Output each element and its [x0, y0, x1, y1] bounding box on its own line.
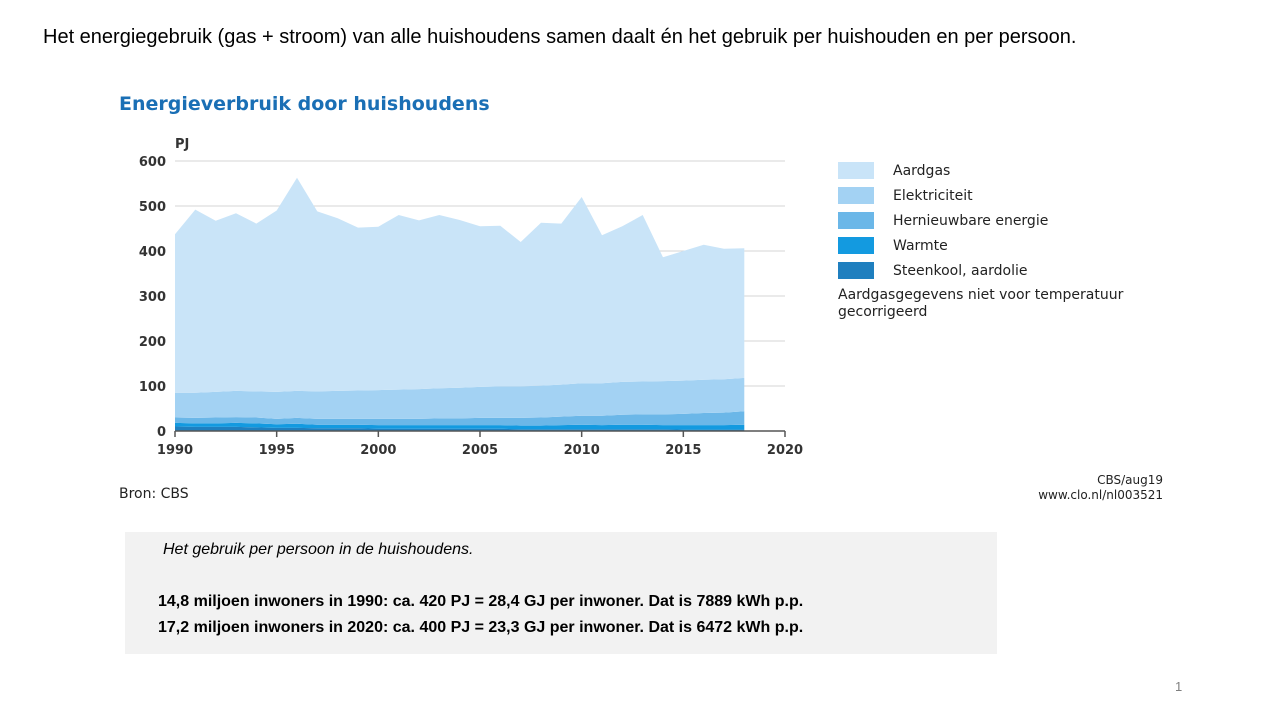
area-elektriciteit: [175, 377, 745, 419]
x-tick-label: 1995: [259, 443, 295, 458]
x-tick-label: 2015: [665, 443, 701, 458]
legend-label: Steenkool, aardolie: [893, 262, 1028, 279]
x-tick-label: 2000: [360, 443, 396, 458]
area-aardgas: [175, 177, 745, 393]
legend-swatch: [838, 237, 874, 254]
y-tick-label: 500: [139, 200, 166, 215]
legend-swatch: [838, 212, 874, 229]
chart-source: Bron: CBS: [119, 486, 189, 502]
page-number: 1: [1175, 679, 1183, 694]
legend-label: Elektriciteit: [893, 187, 973, 204]
legend-item: Steenkool, aardolie: [838, 258, 1138, 283]
area-hernieuwbare-energie: [175, 411, 745, 426]
x-tick-label: 2010: [564, 443, 600, 458]
y-tick-label: 300: [139, 290, 166, 305]
legend-label: Aardgas: [893, 162, 951, 179]
legend-item: Warmte: [838, 233, 1138, 258]
info-box: Het gebruik per persoon in de huishouden…: [125, 532, 997, 654]
info-caption: Het gebruik per persoon in de huishouden…: [163, 541, 474, 558]
y-tick-label: 200: [139, 335, 166, 350]
legend-item: Elektriciteit: [838, 183, 1138, 208]
chart-credit: CBS/aug19 www.clo.nl/nl003521: [1038, 473, 1163, 503]
x-tick-label: 2020: [767, 443, 803, 458]
info-line-2020: 17,2 miljoen inwoners in 2020: ca. 400 P…: [158, 619, 804, 636]
x-tick-label: 2005: [462, 443, 498, 458]
legend-swatch: [838, 187, 874, 204]
legend-note: Aardgasgegevens niet voor temperatuur ge…: [838, 287, 1124, 320]
area-warmte: [175, 422, 745, 430]
y-tick-label: 600: [139, 155, 166, 170]
legend-item: Aardgas: [838, 158, 1138, 183]
legend-label: Hernieuwbare energie: [893, 212, 1049, 229]
area-steenkool-aardolie: [175, 426, 745, 431]
y-tick-label: 100: [139, 380, 166, 395]
credit-url: www.clo.nl/nl003521: [1038, 488, 1163, 502]
x-tick-label: 1990: [157, 443, 193, 458]
axes: 0 100 200 300 400 500 600 1990 1995 2000 2005 2010 2…: [139, 155, 803, 458]
info-line-1990: 14,8 miljoen inwoners in 1990: ca. 420 P…: [158, 593, 804, 610]
legend-swatch: [838, 262, 874, 279]
legend-label: Warmte: [893, 237, 948, 254]
chart-title: Energieverbruik door huishoudens: [119, 93, 490, 115]
stacked-areas: [175, 177, 745, 431]
legend-swatch: [838, 162, 874, 179]
credit-line: CBS/aug19: [1097, 473, 1163, 487]
area-chart: 0 100 200 300 400 500 600 1990 1995 2000 2005 2010 2…: [139, 137, 803, 458]
y-tick-label: 0: [157, 425, 166, 440]
legend-item: Hernieuwbare energie: [838, 208, 1138, 233]
y-axis-label: PJ: [175, 137, 189, 152]
slide-heading: Het energiegebruik (gas + stroom) van al…: [43, 26, 1077, 48]
y-tick-label: 400: [139, 245, 166, 260]
chart-legend: Aardgas Elektriciteit Hernieuwbare energie…: [838, 158, 1138, 321]
